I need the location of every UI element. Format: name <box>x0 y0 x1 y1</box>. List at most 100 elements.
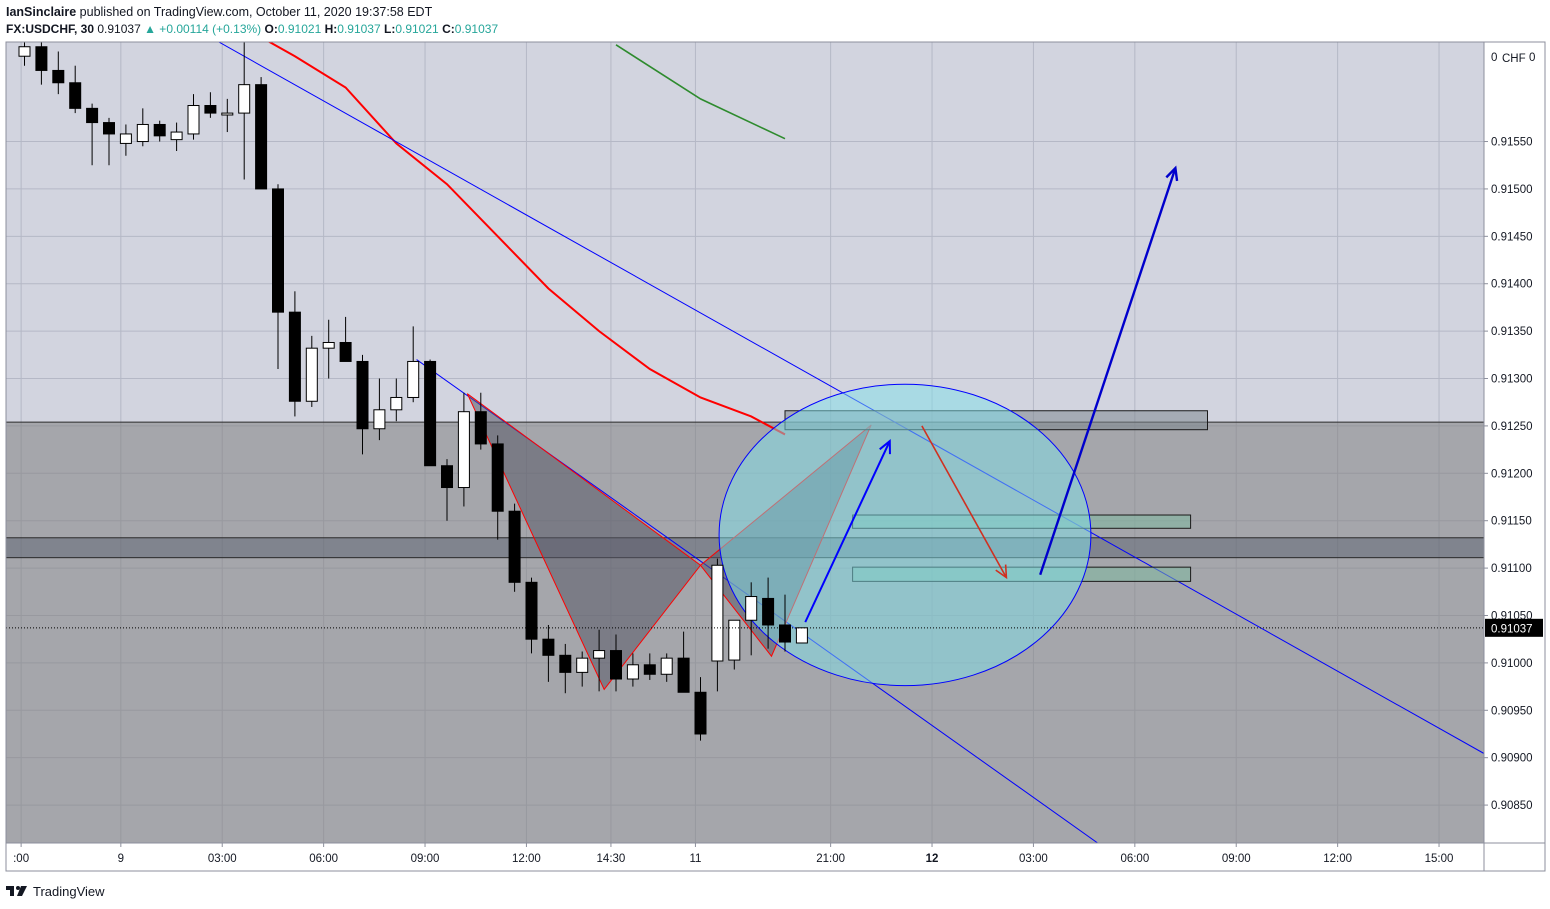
candle[interactable] <box>643 664 656 675</box>
candle[interactable] <box>677 657 690 693</box>
x-tick-label: 09:00 <box>411 853 440 865</box>
x-tick-label: 12 <box>926 853 939 865</box>
candle[interactable] <box>474 411 487 445</box>
currency-label: CHF <box>1502 53 1526 65</box>
candle[interactable] <box>424 360 437 467</box>
arrow-up-small <box>804 440 891 623</box>
candle[interactable] <box>18 46 31 57</box>
candle[interactable] <box>508 510 521 583</box>
candle[interactable] <box>339 341 352 362</box>
y-tick-label: 0.91150 <box>1491 516 1532 528</box>
open-value: 0.91021 <box>277 22 322 36</box>
candle[interactable] <box>103 122 115 135</box>
candle[interactable] <box>610 650 622 680</box>
y-tick-label: 0.90900 <box>1491 753 1533 765</box>
y-tick-label-partial-right: 0 <box>1529 52 1535 64</box>
tradingview-brand-text: TradingView <box>33 883 105 899</box>
candle[interactable] <box>390 396 403 411</box>
candle[interactable] <box>221 112 234 116</box>
arrow-down-head <box>995 564 1008 580</box>
candle[interactable] <box>745 596 758 621</box>
candle[interactable] <box>86 107 99 124</box>
reversal-zone-circle <box>718 383 1092 687</box>
y-tick-label: 0.91300 <box>1491 374 1533 386</box>
candle[interactable] <box>373 409 386 430</box>
candle[interactable] <box>576 657 589 673</box>
candle[interactable] <box>795 627 808 644</box>
last-price-tag <box>1485 618 1543 637</box>
change-value: ▲ +0.00114 (+0.13%) <box>144 22 262 36</box>
candle[interactable] <box>559 654 572 673</box>
candle[interactable] <box>153 123 166 137</box>
candle[interactable] <box>170 131 183 141</box>
candle[interactable] <box>728 619 741 661</box>
close-label: C: <box>442 22 455 36</box>
candle[interactable] <box>407 360 420 398</box>
candle[interactable] <box>660 657 673 675</box>
last-price: 0.91037 <box>97 22 141 36</box>
candle[interactable] <box>525 581 538 640</box>
candle[interactable] <box>119 133 132 144</box>
candle[interactable] <box>238 84 251 114</box>
candle[interactable] <box>762 597 775 626</box>
x-tick-label: :00 <box>13 853 29 865</box>
high-value: 0.91037 <box>337 22 381 36</box>
candle[interactable] <box>457 411 470 489</box>
x-tick-label: 15:00 <box>1425 853 1454 865</box>
x-tick-label: 06:00 <box>309 853 338 865</box>
x-tick-label: 21:00 <box>816 853 845 865</box>
candle[interactable] <box>356 360 369 430</box>
author-name[interactable]: IanSinclaire <box>6 5 77 19</box>
publish-info: IanSinclaire published on TradingView.co… <box>6 5 432 19</box>
ema-green-line <box>615 44 786 140</box>
y-tick-label: 0.91500 <box>1491 184 1533 196</box>
high-label: H: <box>324 22 338 36</box>
candle[interactable] <box>35 46 48 71</box>
x-tick-label: 9 <box>118 853 124 865</box>
x-tick-label: 09:00 <box>1222 853 1251 865</box>
y-tick-label: 0.91450 <box>1491 231 1533 243</box>
y-tick-label: 0.91250 <box>1491 421 1533 433</box>
symbol-label[interactable]: FX:USDCHF, 30 <box>6 22 95 36</box>
candle[interactable] <box>255 84 268 190</box>
chart-header: IanSinclaire published on TradingView.co… <box>6 0 1546 42</box>
candle[interactable] <box>694 691 707 735</box>
candle[interactable] <box>187 105 200 135</box>
y-tick-label: 0.90850 <box>1491 800 1533 812</box>
plot-layer <box>6 42 1484 843</box>
candle[interactable] <box>593 650 606 659</box>
candle[interactable] <box>136 123 149 143</box>
close-value: 0.91037 <box>454 22 499 36</box>
open-label: O: <box>264 22 278 36</box>
candle[interactable] <box>626 664 639 680</box>
candle[interactable] <box>69 82 82 109</box>
x-tick-label: 14:30 <box>597 853 626 865</box>
candle[interactable] <box>305 347 318 402</box>
candle[interactable] <box>204 105 217 114</box>
ema-red-line <box>267 42 786 436</box>
y-tick-label: 0.91350 <box>1491 326 1533 338</box>
candle[interactable] <box>52 69 65 84</box>
footer-brand[interactable]: TradingView <box>6 880 105 902</box>
candle[interactable] <box>711 564 724 662</box>
candle[interactable] <box>491 443 504 512</box>
candle[interactable] <box>288 311 301 402</box>
y-tick-label: 0.91000 <box>1491 658 1533 670</box>
candle[interactable] <box>542 638 555 656</box>
y-tick-label-partial: 0 <box>1491 52 1497 64</box>
y-tick-label: 0.91550 <box>1491 137 1533 149</box>
x-tick-label: 11 <box>689 853 701 865</box>
axis-corner <box>1483 842 1546 872</box>
x-tick-label: 03:00 <box>208 853 237 865</box>
candle[interactable] <box>779 624 791 643</box>
candle[interactable] <box>272 188 284 313</box>
time-axis[interactable] <box>5 842 1485 872</box>
y-tick-label: 0.90950 <box>1491 705 1533 717</box>
ohlc-legend: FX:USDCHF, 30 0.91037 ▲ +0.00114 (+0.13%… <box>6 22 498 36</box>
candle[interactable] <box>441 465 453 489</box>
harmonic-triangle-xab <box>466 393 702 691</box>
x-tick-label: 06:00 <box>1120 853 1149 865</box>
candle[interactable] <box>322 341 335 349</box>
price-axis[interactable] <box>1483 41 1546 844</box>
